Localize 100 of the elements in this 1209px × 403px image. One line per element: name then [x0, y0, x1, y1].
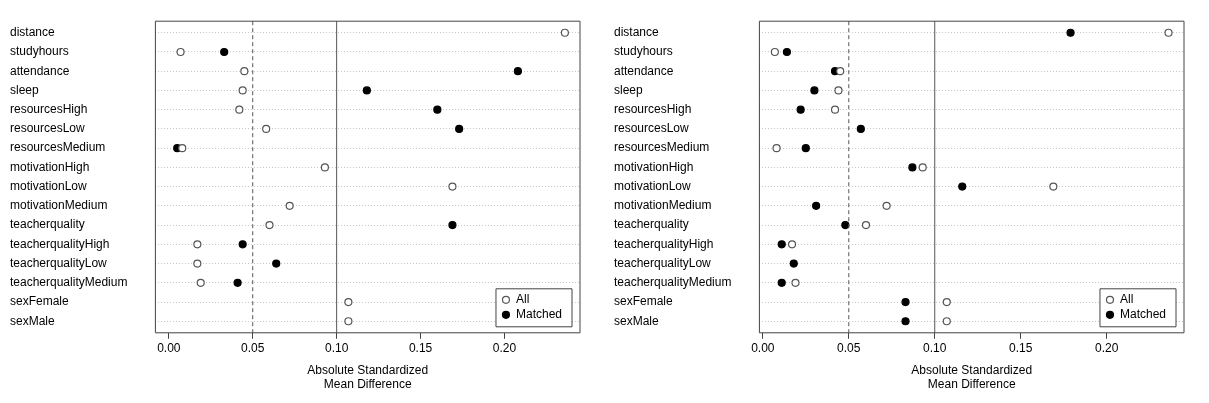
point — [344, 297, 353, 307]
point — [834, 86, 843, 95]
x-tick-label: 0.10 — [923, 341, 947, 356]
y-tick-label: sexMale — [614, 313, 660, 328]
point — [861, 220, 871, 230]
point — [1066, 28, 1075, 37]
x-tick-label: 0.20 — [492, 341, 517, 356]
point — [908, 163, 917, 172]
y-tick-label: resourcesMedium — [614, 140, 710, 155]
point — [265, 220, 274, 230]
point — [196, 278, 205, 287]
point — [812, 201, 821, 210]
x-tick-label: 0.05 — [241, 341, 265, 356]
y-tick-label: distance — [614, 25, 660, 40]
y-tick-label: teacherqualityMedium — [10, 275, 128, 290]
y-tick-label: teacherqualityHigh — [614, 236, 714, 251]
x-tick-label: 0.10 — [324, 341, 349, 356]
point — [901, 317, 910, 326]
y-tick-label: resourcesMedium — [10, 140, 106, 155]
y-tick-label: attendance — [614, 63, 674, 78]
point — [1164, 28, 1173, 37]
point — [801, 144, 810, 153]
point — [1049, 182, 1058, 191]
y-tick-label: teacherqualityMedium — [614, 275, 732, 290]
y-tick-label: sexMale — [10, 313, 56, 328]
y-tick-label: resourcesLow — [10, 121, 86, 136]
x-tick-label: 0.15 — [1009, 341, 1033, 356]
y-tick-label: teacherqualityLow — [614, 255, 712, 270]
x-tick-label: 0.00 — [157, 341, 181, 356]
y-tick-label: attendance — [10, 63, 70, 78]
point — [810, 86, 819, 95]
point — [344, 317, 353, 326]
y-tick-label: sleep — [10, 82, 40, 97]
point — [513, 67, 522, 76]
point — [238, 86, 247, 95]
y-tick-label: resourcesHigh — [10, 101, 88, 116]
point — [560, 28, 569, 37]
legend-label: All — [515, 292, 530, 307]
point — [830, 105, 840, 114]
point — [777, 278, 786, 287]
point — [777, 240, 786, 249]
y-tick-label: motivationHigh — [10, 159, 90, 174]
point — [362, 86, 371, 95]
point — [272, 259, 281, 268]
point — [796, 105, 805, 114]
y-tick-label: studyhours — [10, 44, 69, 59]
point — [789, 259, 798, 268]
point — [285, 201, 294, 210]
point — [220, 47, 229, 57]
point — [240, 67, 249, 76]
point — [193, 240, 202, 249]
point — [882, 201, 891, 210]
point — [262, 124, 271, 134]
point — [770, 47, 779, 57]
point — [856, 124, 865, 134]
legend-label: Matched — [1119, 307, 1167, 322]
point — [235, 105, 244, 114]
point — [942, 297, 951, 307]
point — [782, 47, 791, 57]
y-tick-label: resourcesLow — [614, 121, 690, 136]
y-tick-label: teacherqualityLow — [10, 255, 108, 270]
y-tick-label: teacherquality — [10, 217, 85, 232]
y-tick-label: motivationLow — [10, 178, 88, 193]
legend-label: Matched — [515, 307, 563, 322]
y-tick-label: sleep — [614, 82, 644, 97]
x-tick-label: 0.20 — [1094, 341, 1119, 356]
y-tick-label: sexFemale — [614, 294, 674, 309]
point — [841, 220, 850, 230]
point — [238, 240, 247, 249]
point — [448, 182, 457, 191]
point — [791, 278, 800, 287]
point — [918, 163, 927, 172]
x-tick-label: 0.05 — [837, 341, 861, 356]
point — [772, 144, 781, 153]
x-axis-title: Absolute Standardized Mean Difference — [307, 362, 429, 392]
point — [178, 144, 187, 153]
point — [455, 124, 464, 134]
x-tick-label: 0.15 — [408, 341, 433, 356]
point — [193, 259, 202, 268]
point — [433, 105, 442, 114]
point — [787, 240, 797, 249]
point — [836, 67, 845, 76]
y-tick-label: studyhours — [614, 44, 673, 59]
y-tick-label: motivationMedium — [614, 198, 712, 213]
y-tick-label: resourcesHigh — [614, 101, 692, 116]
x-tick-label: 0.00 — [751, 341, 775, 356]
y-tick-label: motivationMedium — [10, 198, 108, 213]
point — [901, 297, 910, 307]
point — [942, 317, 951, 326]
y-tick-label: teacherquality — [614, 217, 689, 232]
point — [448, 220, 457, 230]
y-tick-label: distance — [10, 25, 56, 40]
point — [176, 47, 185, 57]
point — [320, 163, 329, 172]
point — [958, 182, 967, 191]
y-tick-label: motivationHigh — [614, 159, 694, 174]
y-tick-label: sexFemale — [10, 294, 70, 309]
legend-label: All — [1119, 292, 1134, 307]
y-tick-label: motivationLow — [614, 178, 692, 193]
x-axis-title: Absolute Standardized Mean Difference — [911, 362, 1033, 392]
